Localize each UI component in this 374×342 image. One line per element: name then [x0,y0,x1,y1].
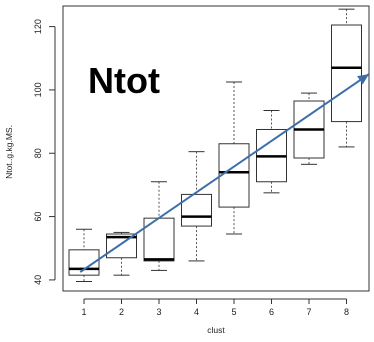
x-tick-label: 4 [194,307,199,317]
box-8 [331,8,362,148]
box-7 [293,92,325,165]
y-tick-label: 40 [33,275,43,285]
x-axis: 1 2 3 4 5 6 7 8 [81,298,349,317]
trend-arrow-line [79,73,370,273]
x-tick-label: 6 [269,307,274,317]
x-tick-label: 5 [231,307,236,317]
y-tick-label: 60 [33,212,43,222]
x-tick-label: 3 [156,307,161,317]
box-2 [106,231,137,276]
x-axis-label: clust [207,325,225,335]
y-axis: 40 60 80 100 120 [33,19,56,285]
trend-arrow-head [357,74,369,85]
x-tick-label: 1 [81,307,86,317]
box-1 [68,228,100,282]
y-tick-label: 120 [33,19,43,34]
y-axis-label: Ntot..g.kg.MS. [4,125,14,179]
y-tick-label: 100 [33,82,43,97]
box-body [106,233,137,259]
box-body [331,24,362,123]
box-5 [218,81,250,235]
x-tick-label: 8 [344,307,349,317]
trend-arrow-layer [79,73,370,273]
boxes-layer [68,8,362,282]
box-6 [256,110,287,194]
box-body [218,143,250,208]
x-tick-label: 2 [119,307,124,317]
y-tick-label: 80 [33,148,43,158]
x-tick-label: 7 [306,307,311,317]
plot-frame [62,5,370,292]
box-4 [181,151,212,262]
chart-title: Ntot [88,60,160,101]
